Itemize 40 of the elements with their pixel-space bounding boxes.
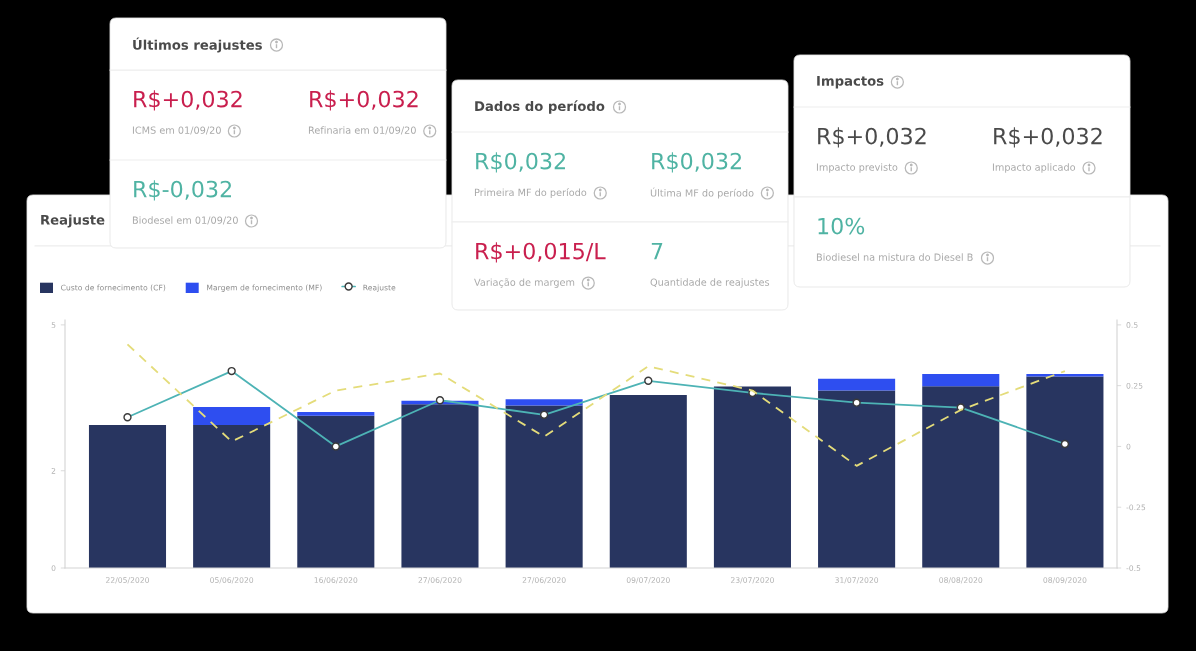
- text: R$0,032: [476, 152, 565, 173]
- bar: [818, 390, 896, 568]
- bar: [297, 415, 375, 568]
- text: Refinaria em 01/09/20: [308, 126, 416, 135]
- text: R$+0,032: [994, 127, 1102, 148]
- bar: [922, 386, 1000, 568]
- text: Variação de margem: [474, 278, 575, 288]
- text: Quantidade de reajustes: [650, 278, 770, 288]
- text: R$+0,032: [134, 90, 242, 111]
- text: Biodiesel na mistura do Diesel B: [816, 253, 973, 261]
- text: Dados do período: [475, 100, 605, 114]
- text: Últimos reajustes: [133, 37, 262, 53]
- text: Biodesel em 01/09/20: [132, 216, 238, 225]
- text: R$0,032: [652, 152, 741, 173]
- text: Primeira MF do período: [474, 188, 587, 198]
- bar: [193, 425, 271, 568]
- bar: [922, 373, 1000, 387]
- line-series: [126, 343, 1066, 467]
- text: 10%: [818, 217, 865, 235]
- text: R$+0,032: [310, 90, 418, 111]
- text: ICMS em 01/09/20: [132, 126, 221, 135]
- text: R$+0,032: [818, 127, 926, 148]
- bar: [193, 407, 271, 426]
- bar: [505, 405, 583, 568]
- chart-title: Reajuste: [41, 214, 105, 228]
- bar: [88, 425, 167, 568]
- bar: [713, 386, 791, 568]
- text: R$+0,015/L: [476, 242, 606, 263]
- bar: [1026, 376, 1104, 568]
- text: Impacto previsto: [816, 163, 898, 173]
- text: 7: [651, 242, 663, 260]
- bar: [401, 404, 479, 568]
- text: Impacto aplicado: [992, 163, 1076, 173]
- text: Impactos: [817, 76, 884, 89]
- text: R$-0,032: [134, 180, 231, 201]
- text: Última MF do período: [650, 187, 754, 199]
- bar: [297, 411, 375, 416]
- bar: [818, 378, 896, 391]
- bar: [505, 399, 583, 406]
- bar: [609, 394, 687, 568]
